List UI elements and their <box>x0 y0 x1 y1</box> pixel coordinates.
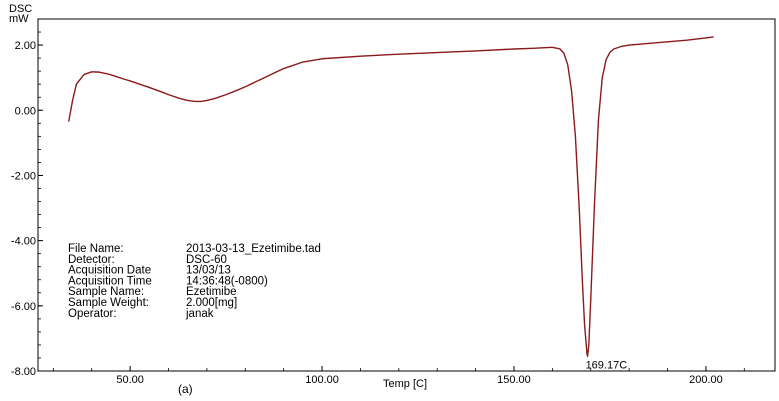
x-tick-label: 150.00 <box>497 374 531 386</box>
peak-annotation: 169.17C <box>586 359 628 371</box>
y-tick-label: 0.00 <box>15 105 36 117</box>
info-label: Sample Weight: <box>68 297 149 309</box>
y-tick-label: -8.00 <box>11 366 36 378</box>
info-label: Acquisition Time <box>68 275 152 287</box>
info-value: DSC-60 <box>186 254 227 266</box>
info-label: Sample Name: <box>68 286 144 298</box>
info-value: 2.000[mg] <box>186 297 237 309</box>
info-value: janak <box>185 308 214 320</box>
x-tick-label: 50.00 <box>116 374 144 386</box>
y-tick-label: -2.00 <box>11 170 36 182</box>
y-axis-unit: mW <box>9 13 29 25</box>
x-tick-label: 200.00 <box>689 374 723 386</box>
info-label: Detector: <box>68 254 115 266</box>
x-axis-title: Temp [C] <box>383 378 427 390</box>
plot-frame <box>37 18 776 372</box>
x-tick-label: 100.00 <box>305 374 339 386</box>
sample-info-block: File Name: 2013-03-13_Ezetimibe.tad Detect… <box>68 243 321 320</box>
info-value: 14:36:48(-0800) <box>186 275 268 287</box>
info-value: 2013-03-13_Ezetimibe.tad <box>186 243 321 255</box>
info-label: Operator: <box>68 308 117 320</box>
y-tick-label: -4.00 <box>11 236 36 248</box>
info-value: 13/03/13 <box>186 265 231 277</box>
info-label: Acquisition Date <box>68 265 151 277</box>
y-axis-ticks: 2.00 0.00 -2.00 -4.00 -6.00 -8.00 <box>11 18 43 378</box>
y-axis-title: DSC <box>9 3 32 15</box>
info-value: Ezetimibe <box>186 286 237 298</box>
figure-caption: (a) <box>178 382 193 396</box>
y-tick-label: -6.00 <box>11 301 36 313</box>
y-tick-label: 2.00 <box>15 40 36 52</box>
x-axis-ticks: 50.00 100.00 150.00 200.00 <box>52 366 745 386</box>
info-label: File Name: <box>68 243 124 255</box>
dsc-series-line <box>68 36 714 358</box>
